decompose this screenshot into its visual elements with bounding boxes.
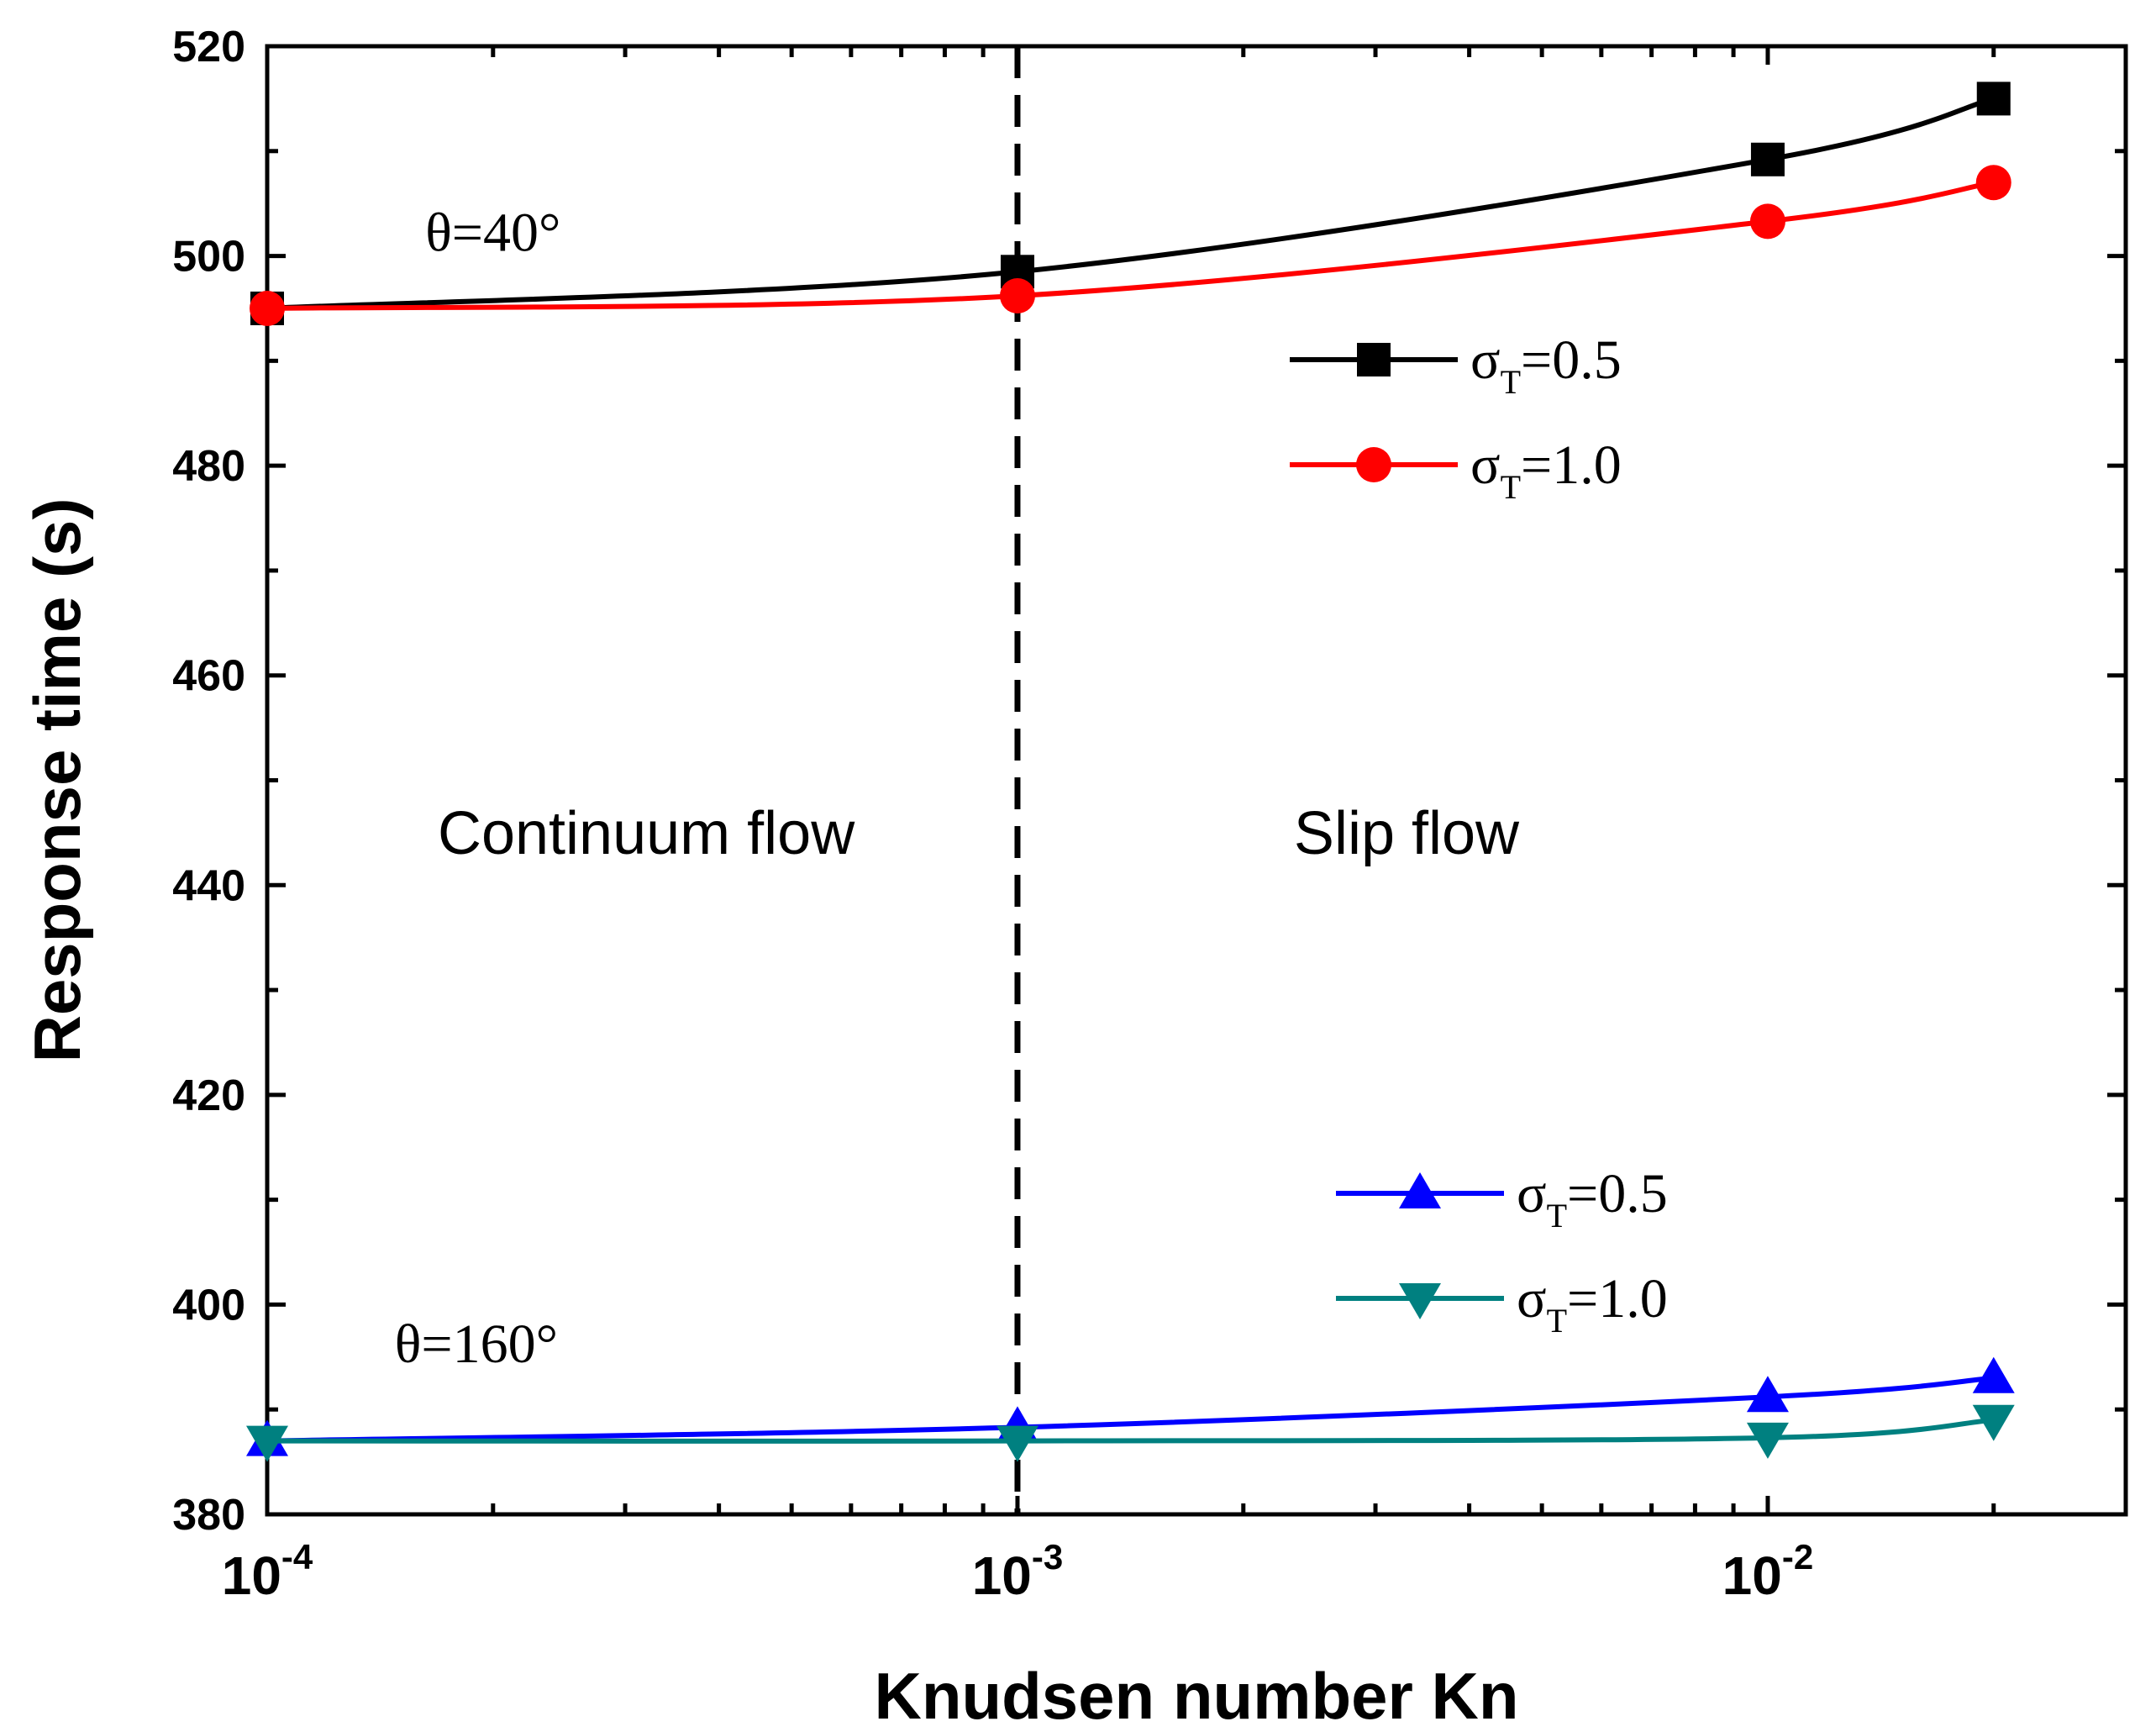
legend-label: σT=0.5	[1470, 329, 1622, 401]
y-tick-label: 380	[172, 1491, 245, 1540]
data-point	[1976, 82, 2011, 116]
legend-value: =1.0	[1521, 434, 1622, 496]
y-tick-label: 480	[172, 442, 245, 491]
y-tick-label: 420	[172, 1071, 245, 1120]
series-line	[266, 96, 1995, 311]
x-tick-exponent: -3	[1032, 1537, 1063, 1577]
x-tick-exponent: -4	[281, 1537, 313, 1577]
x-tick-label: 10-3	[972, 1537, 1064, 1606]
data-point	[1972, 1356, 2015, 1393]
legend-subscript: T	[1547, 1197, 1567, 1235]
data-point	[996, 1425, 1039, 1462]
legend-value: =1.0	[1567, 1268, 1668, 1329]
legend-sigma: σ	[1517, 1163, 1547, 1224]
series-line	[266, 1375, 1995, 1444]
legend-value: =0.5	[1567, 1163, 1668, 1224]
x-tick-exponent: -2	[1782, 1537, 1813, 1577]
y-tick-label: 440	[172, 861, 245, 910]
data-point	[1972, 1404, 2015, 1441]
legend-marker	[1399, 1283, 1441, 1319]
x-axis-title: Knudsen number Kn	[874, 1659, 1518, 1732]
annotation-slip: Slip flow	[1294, 800, 1520, 867]
legend-label: σT=1.0	[1470, 434, 1622, 506]
legend-label: σT=0.5	[1517, 1163, 1668, 1235]
y-tick-label: 500	[172, 233, 245, 282]
data-point	[1749, 203, 1785, 240]
legend-marker	[1356, 447, 1391, 482]
series-3	[246, 1404, 2015, 1462]
y-tick-label: 460	[172, 652, 245, 701]
data-point	[1975, 165, 2011, 201]
legend-value: =0.5	[1521, 329, 1622, 391]
legend-subscript: T	[1501, 363, 1521, 401]
plot-frame	[265, 44, 2128, 1517]
legend-marker	[1357, 343, 1391, 376]
legend-sigma: σ	[1470, 434, 1501, 496]
data-point	[1746, 1376, 1789, 1413]
x-tick-base: 10	[972, 1545, 1032, 1606]
series-1	[250, 165, 2011, 326]
series-line	[266, 1417, 1994, 1444]
x-tick-base: 10	[1722, 1545, 1782, 1606]
data-point	[1750, 142, 1785, 176]
annotation-continuum: Continuum flow	[438, 800, 855, 867]
legend-top: σT=0.5σT=1.0	[1290, 329, 1622, 506]
x-tick-label: 10-4	[222, 1537, 313, 1606]
annotation-theta40: θ=40°	[425, 202, 560, 263]
legend-label: σT=1.0	[1517, 1268, 1668, 1340]
x-tick-base: 10	[222, 1545, 281, 1606]
data-point	[246, 1425, 288, 1462]
legend-subscript: T	[1547, 1302, 1567, 1340]
y-tick-label: 520	[172, 23, 245, 71]
legend-sigma: σ	[1517, 1268, 1547, 1329]
legend-marker	[1399, 1172, 1441, 1208]
y-tick-label: 400	[172, 1281, 245, 1329]
x-tick-label: 10-2	[1722, 1537, 1814, 1606]
y-axis-title: Response time (s)	[20, 498, 94, 1063]
data-point	[250, 290, 285, 326]
series-line	[266, 180, 1995, 311]
data-point	[1746, 1422, 1789, 1459]
data-point	[999, 277, 1035, 313]
legend-bottom: σT=0.5σT=1.0	[1336, 1163, 1668, 1340]
legend-subscript: T	[1501, 468, 1521, 506]
annotation-theta160: θ=160°	[395, 1313, 558, 1375]
legend-sigma: σ	[1470, 329, 1501, 391]
